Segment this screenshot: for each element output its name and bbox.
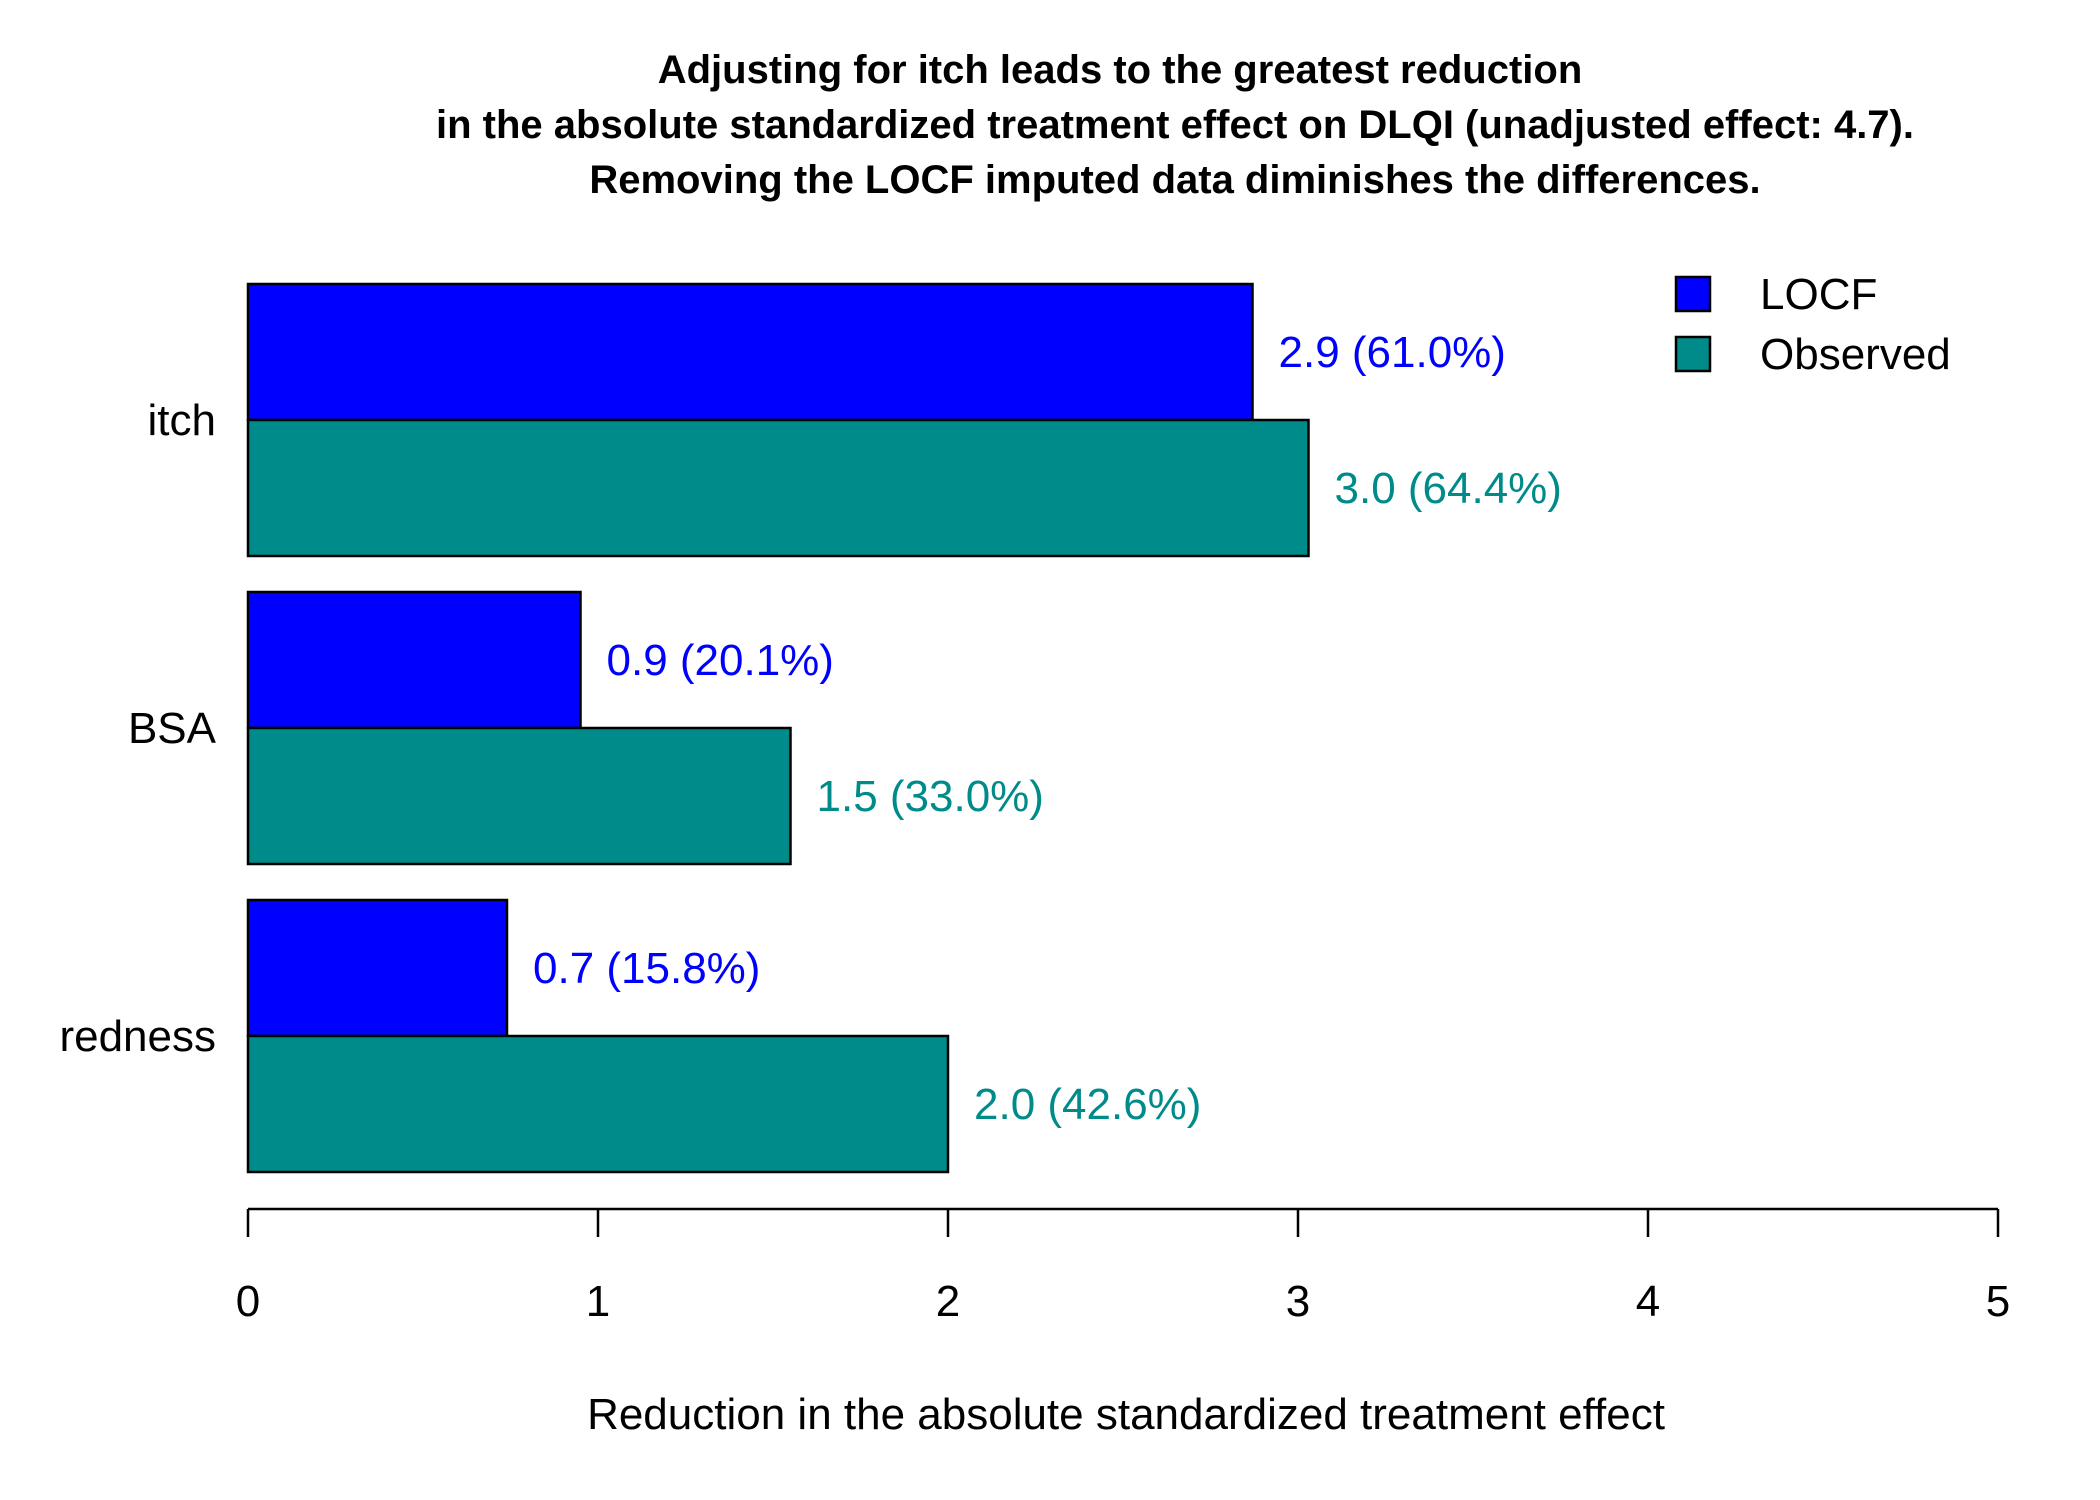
x-tick-label-4: 4 <box>1636 1277 1660 1326</box>
x-tick-label-2: 2 <box>936 1277 960 1326</box>
chart-title: Adjusting for itch leads to the greatest… <box>436 48 1914 202</box>
bar-itch-observed <box>246 418 1310 558</box>
x-axis: 0 1 2 3 4 5 <box>236 1207 2010 1326</box>
category-label-bsa: BSA <box>128 704 217 753</box>
x-axis-label: Reduction in the absolute standardized t… <box>587 1390 1665 1439</box>
data-label-BSA-locf: 0.9 (20.1%) <box>607 636 834 685</box>
data-label-BSA-observed: 1.5 (33.0%) <box>817 772 1044 821</box>
bar-itch-locf <box>246 282 1254 422</box>
legend-swatch-locf <box>1674 275 1712 313</box>
legend-label-observed: Observed <box>1760 330 1951 379</box>
x-tick-label-1: 1 <box>586 1277 610 1326</box>
data-label-redness-observed: 2.0 (42.6%) <box>974 1080 1201 1129</box>
data-label-itch-observed: 3.0 (64.4%) <box>1335 464 1562 513</box>
data-label-redness-locf: 0.7 (15.8%) <box>533 944 760 993</box>
x-tick-label-3: 3 <box>1286 1277 1310 1326</box>
bar-redness-observed <box>246 1034 950 1174</box>
bars-group: 2.9 (61.0%) 3.0 (64.4%) 0.9 (20.1%) 1.5 (33… <box>246 282 1562 1174</box>
category-labels: itch BSA redness <box>59 396 216 1061</box>
x-tick-label-5: 5 <box>1986 1277 2010 1326</box>
bar-BSA-observed <box>246 726 792 866</box>
x-tick-label-0: 0 <box>236 1277 260 1326</box>
chart-title-line-3: Removing the LOCF imputed data diminishe… <box>589 158 1760 202</box>
data-label-itch-locf: 2.9 (61.0%) <box>1279 328 1506 377</box>
chart-title-line-2: in the absolute standardized treatment e… <box>436 103 1914 147</box>
bar-redness-locf <box>246 898 509 1038</box>
bar-BSA-locf <box>246 590 582 730</box>
legend-swatch-observed <box>1674 335 1712 373</box>
category-label-itch: itch <box>148 396 216 445</box>
category-label-redness: redness <box>59 1012 216 1061</box>
chart-title-line-1: Adjusting for itch leads to the greatest… <box>658 48 1583 92</box>
legend-label-locf: LOCF <box>1760 270 1877 319</box>
legend: LOCF Observed <box>1674 270 1951 379</box>
